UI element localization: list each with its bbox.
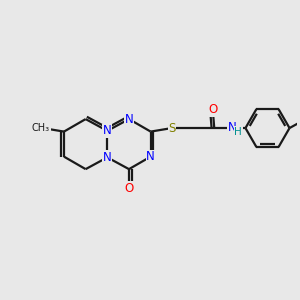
Text: CH₃: CH₃ xyxy=(32,123,50,133)
Text: H: H xyxy=(234,127,242,137)
Text: O: O xyxy=(208,103,218,116)
Text: N: N xyxy=(228,121,237,134)
Text: N: N xyxy=(124,112,134,126)
Text: N: N xyxy=(103,124,112,137)
Text: N: N xyxy=(146,150,155,163)
Text: O: O xyxy=(124,182,134,195)
Text: S: S xyxy=(168,122,175,135)
Text: N: N xyxy=(103,151,112,164)
